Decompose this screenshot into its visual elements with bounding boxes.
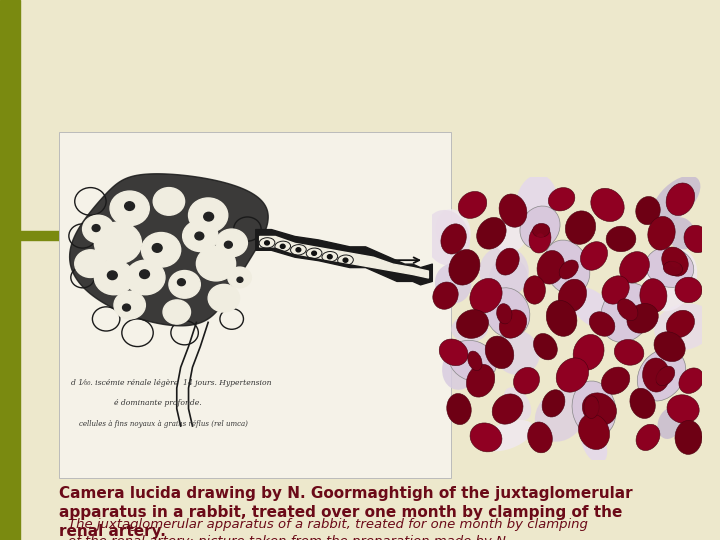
Text: The juxtaglomerular apparatus of a rabbit, treated for one month by clamping
of : The juxtaglomerular apparatus of a rabbi… <box>68 518 588 540</box>
Bar <box>59 132 451 478</box>
Bar <box>0 0 20 540</box>
Text: Camera lucida drawing by N. Goormaghtigh of the juxtaglomerular
apparatus in a r: Camera lucida drawing by N. Goormaghtigh… <box>59 486 633 539</box>
Bar <box>0 231 432 240</box>
